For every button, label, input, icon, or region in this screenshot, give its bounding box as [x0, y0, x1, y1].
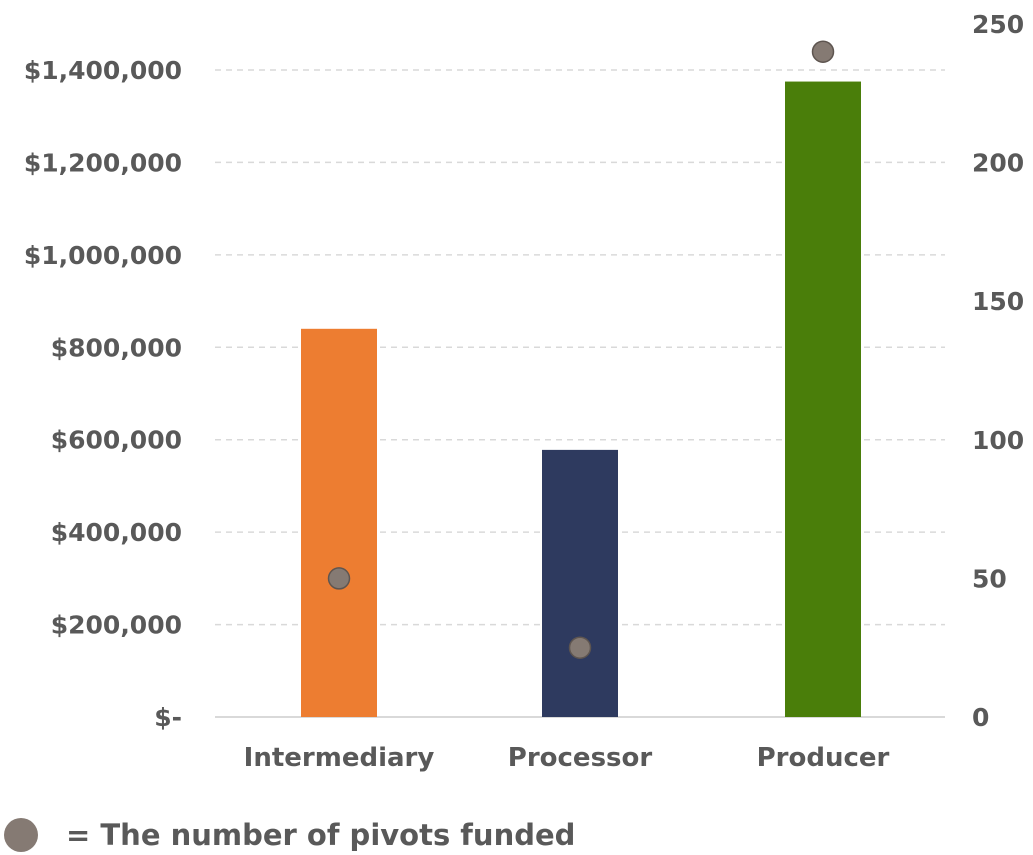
left-axis: $- $200,000 $400,000 $600,000 $800,000 $1,000…: [24, 56, 182, 732]
right-tick-label: 200: [972, 149, 1024, 178]
left-tick-label: $1,400,000: [24, 56, 182, 85]
left-tick-label: $200,000: [51, 611, 182, 640]
right-axis: 0 50 100 150 200 250: [972, 10, 1024, 732]
left-tick-label: $600,000: [51, 426, 182, 455]
pivot-marker-producer: [811, 40, 835, 63]
right-tick-label: 50: [972, 564, 1007, 593]
left-tick-label: $400,000: [51, 518, 182, 547]
left-tick-label: $-: [154, 703, 182, 732]
right-tick-label: 250: [972, 10, 1024, 39]
left-tick-label: $1,200,000: [24, 148, 182, 177]
category-axis: Intermediary Processor Producer: [244, 743, 890, 773]
category-label: Intermediary: [244, 743, 435, 773]
legend: = The number of pivots funded: [4, 815, 575, 855]
right-tick-label: 150: [972, 287, 1024, 316]
category-label: Producer: [757, 743, 890, 773]
bars: [301, 81, 861, 717]
right-tick-label: 100: [972, 426, 1024, 455]
legend-marker-icon: [4, 818, 38, 852]
bar-processor: [542, 449, 618, 717]
category-label: Processor: [508, 743, 653, 773]
left-tick-label: $800,000: [51, 333, 182, 362]
legend-label: = The number of pivots funded: [66, 818, 576, 852]
bar-intermediary: [301, 328, 377, 717]
pivot-markers: [327, 40, 835, 659]
bar-producer: [785, 81, 861, 717]
pivot-marker-intermediary: [327, 567, 351, 590]
right-tick-label: 0: [972, 703, 989, 732]
pivot-marker-processor: [568, 636, 592, 659]
left-tick-label: $1,000,000: [24, 241, 182, 270]
